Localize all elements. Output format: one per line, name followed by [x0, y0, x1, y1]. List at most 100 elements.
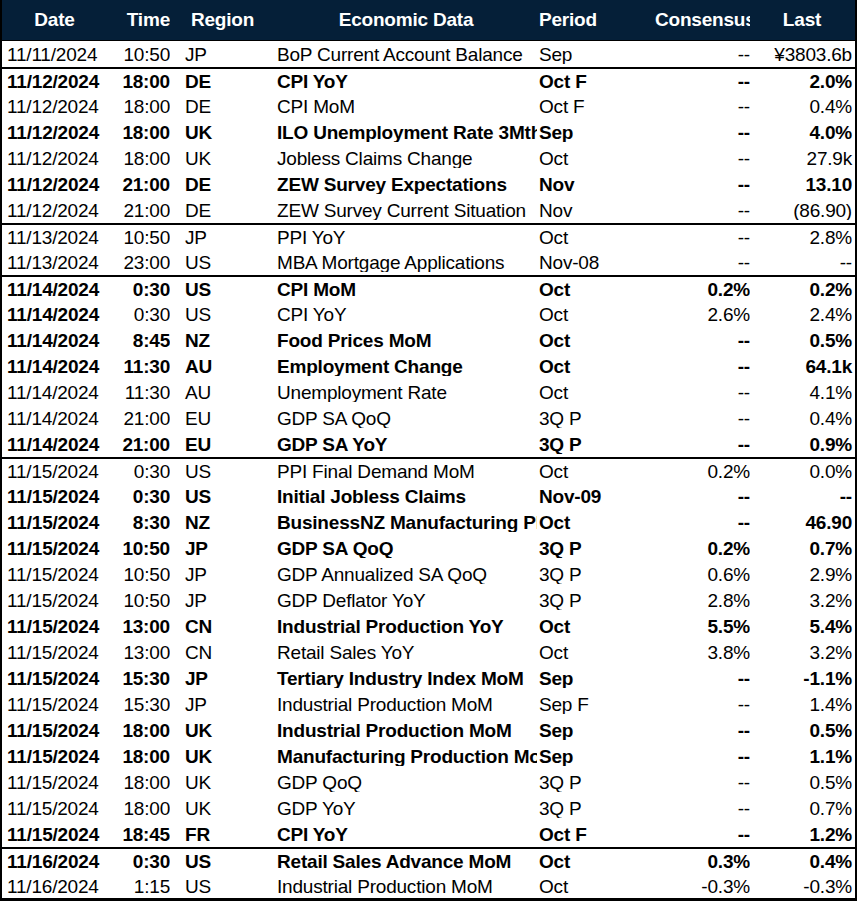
cell-last: 2.9%: [750, 565, 854, 584]
cell-name: CPI MoM: [275, 97, 537, 116]
cell-consensus: --: [655, 97, 750, 116]
cell-last: 0.5%: [750, 773, 854, 792]
cell-region: US: [170, 852, 275, 871]
table-row: 11/12/202418:00UKILO Unemployment Rate 3…: [2, 119, 855, 145]
table-row: 11/15/202415:30JPIndustrial Production M…: [2, 691, 855, 717]
cell-date: 11/12/2024: [2, 201, 107, 220]
cell-period: Sep: [537, 747, 655, 766]
cell-region: US: [170, 487, 275, 506]
cell-date: 11/15/2024: [2, 721, 107, 740]
cell-date: 11/14/2024: [2, 435, 107, 454]
cell-time: 13:00: [107, 617, 170, 636]
cell-period: Oct: [537, 462, 655, 481]
cell-period: Oct F: [537, 72, 655, 91]
cell-name: PPI Final Demand MoM: [275, 462, 537, 481]
cell-period: 3Q P: [537, 591, 655, 610]
cell-period: Oct: [537, 149, 655, 168]
cell-time: 18:00: [107, 721, 170, 740]
cell-period: 3Q P: [537, 799, 655, 818]
column-header-economic-data: Economic Data: [275, 9, 537, 31]
cell-last: 1.4%: [750, 695, 854, 714]
cell-consensus: --: [655, 799, 750, 818]
table-row: 11/13/202423:00USMBA Mortgage Applicatio…: [2, 249, 855, 275]
cell-period: Nov: [537, 175, 655, 194]
cell-period: 3Q P: [537, 435, 655, 454]
cell-time: 11:30: [107, 357, 170, 376]
cell-date: 11/15/2024: [2, 669, 107, 688]
cell-time: 18:00: [107, 72, 170, 91]
table-row: 11/11/202410:50JPBoP Current Account Bal…: [2, 41, 855, 67]
cell-last: (86.90): [750, 201, 854, 220]
cell-consensus: --: [655, 487, 750, 506]
cell-period: Oct: [537, 617, 655, 636]
cell-name: Industrial Production YoY: [275, 617, 537, 636]
cell-date: 11/12/2024: [2, 123, 107, 142]
cell-last: 27.9k: [750, 149, 854, 168]
cell-last: 2.0%: [750, 72, 854, 91]
cell-last: 64.1k: [750, 357, 854, 376]
cell-last: 4.1%: [750, 383, 854, 402]
cell-time: 18:00: [107, 773, 170, 792]
table-row: 11/15/202410:50JPGDP Annualized SA QoQ3Q…: [2, 561, 855, 587]
cell-period: 3Q P: [537, 409, 655, 428]
cell-consensus: --: [655, 695, 750, 714]
cell-date: 11/15/2024: [2, 825, 107, 844]
cell-time: 18:00: [107, 97, 170, 116]
cell-name: CPI YoY: [275, 305, 537, 324]
cell-name: GDP YoY: [275, 799, 537, 818]
cell-region: NZ: [170, 513, 275, 532]
cell-period: Oct: [537, 228, 655, 247]
cell-region: UK: [170, 123, 275, 142]
table-row: 11/15/202418:00UKGDP YoY3Q P--0.7%: [2, 795, 855, 821]
cell-consensus: --: [655, 721, 750, 740]
cell-time: 10:50: [107, 565, 170, 584]
cell-consensus: --: [655, 253, 750, 272]
cell-date: 11/13/2024: [2, 253, 107, 272]
cell-consensus: --: [655, 123, 750, 142]
cell-name: Industrial Production MoM: [275, 721, 537, 740]
table-row: 11/15/202418:00UKGDP QoQ3Q P--0.5%: [2, 769, 855, 795]
cell-region: DE: [170, 72, 275, 91]
cell-last: 0.4%: [750, 409, 854, 428]
cell-consensus: --: [655, 513, 750, 532]
cell-period: Sep: [537, 123, 655, 142]
cell-region: CN: [170, 617, 275, 636]
table-row: 11/15/20240:30USInitial Jobless ClaimsNo…: [2, 483, 855, 509]
cell-name: Initial Jobless Claims: [275, 487, 537, 506]
table-row: 11/16/20241:15USIndustrial Production Mo…: [2, 873, 855, 899]
cell-date: 11/14/2024: [2, 305, 107, 324]
cell-date: 11/15/2024: [2, 773, 107, 792]
cell-time: 18:00: [107, 123, 170, 142]
cell-period: Oct: [537, 643, 655, 662]
table-row: 11/15/202415:30JPTertiary Industry Index…: [2, 665, 855, 691]
cell-last: 2.4%: [750, 305, 854, 324]
cell-region: EU: [170, 435, 275, 454]
cell-date: 11/15/2024: [2, 799, 107, 818]
cell-region: UK: [170, 721, 275, 740]
cell-name: ZEW Survey Expectations: [275, 175, 537, 194]
cell-name: CPI YoY: [275, 825, 537, 844]
cell-region: JP: [170, 539, 275, 558]
cell-last: 0.7%: [750, 799, 854, 818]
cell-name: GDP SA QoQ: [275, 539, 537, 558]
cell-name: GDP Annualized SA QoQ: [275, 565, 537, 584]
cell-name: Manufacturing Production Mo: [275, 747, 537, 766]
cell-time: 15:30: [107, 695, 170, 714]
cell-period: Oct: [537, 383, 655, 402]
cell-period: Sep F: [537, 695, 655, 714]
cell-last: 0.9%: [750, 435, 854, 454]
cell-name: Food Prices MoM: [275, 331, 537, 350]
cell-name: Retail Sales Advance MoM: [275, 852, 537, 871]
table-row: 11/12/202418:00UKJobless Claims ChangeOc…: [2, 145, 855, 171]
cell-time: 21:00: [107, 409, 170, 428]
cell-consensus: --: [655, 435, 750, 454]
cell-date: 11/12/2024: [2, 149, 107, 168]
column-header-last: Last: [750, 9, 854, 31]
cell-period: 3Q P: [537, 773, 655, 792]
cell-last: 13.10: [750, 175, 854, 194]
cell-consensus: 5.5%: [655, 617, 750, 636]
cell-region: UK: [170, 799, 275, 818]
cell-region: AU: [170, 383, 275, 402]
cell-consensus: 0.6%: [655, 565, 750, 584]
table-row: 11/13/202410:50JPPPI YoYOct--2.8%: [2, 223, 855, 249]
